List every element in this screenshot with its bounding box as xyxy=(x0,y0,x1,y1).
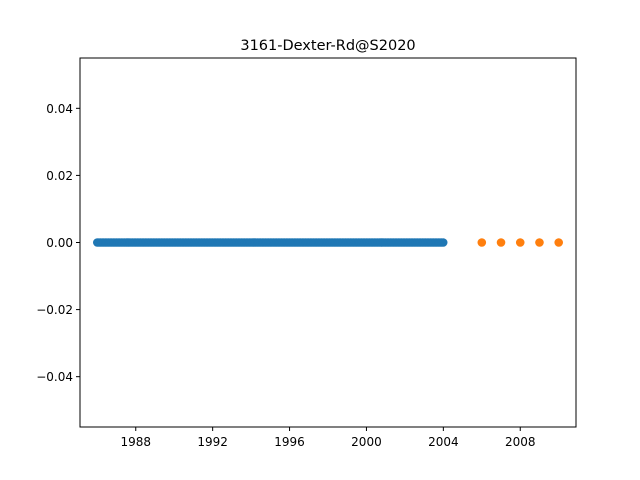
plot-marks xyxy=(93,238,563,247)
y-tick-label: −0.04 xyxy=(36,370,73,384)
x-tick-label: 2004 xyxy=(428,435,459,449)
axes: 1988 1992 1996 2000 2004 2008 0.04 0.02 0.00 −0.0… xyxy=(36,102,535,449)
y-tick-label: 0.04 xyxy=(46,102,73,116)
x-tick-label: 1996 xyxy=(274,435,305,449)
y-tick-label: 0.00 xyxy=(46,236,73,250)
chart-title: 3161-Dexter-Rd@S2020 xyxy=(240,38,415,54)
x-tick-label: 1988 xyxy=(120,435,151,449)
x-tick-label: 2000 xyxy=(351,435,382,449)
x-tick-label: 1992 xyxy=(197,435,228,449)
data-point-series-2 xyxy=(515,238,525,247)
data-point-series-2 xyxy=(554,238,563,247)
data-point-series-1 xyxy=(438,238,448,247)
x-tick-label: 2008 xyxy=(505,435,536,449)
y-tick-label: −0.02 xyxy=(36,303,73,317)
plot-frame xyxy=(79,57,577,428)
data-point-series-2 xyxy=(535,238,544,247)
y-tick-label: 0.02 xyxy=(46,169,73,183)
data-point-series-2 xyxy=(477,238,487,247)
data-point-series-2 xyxy=(496,238,506,247)
